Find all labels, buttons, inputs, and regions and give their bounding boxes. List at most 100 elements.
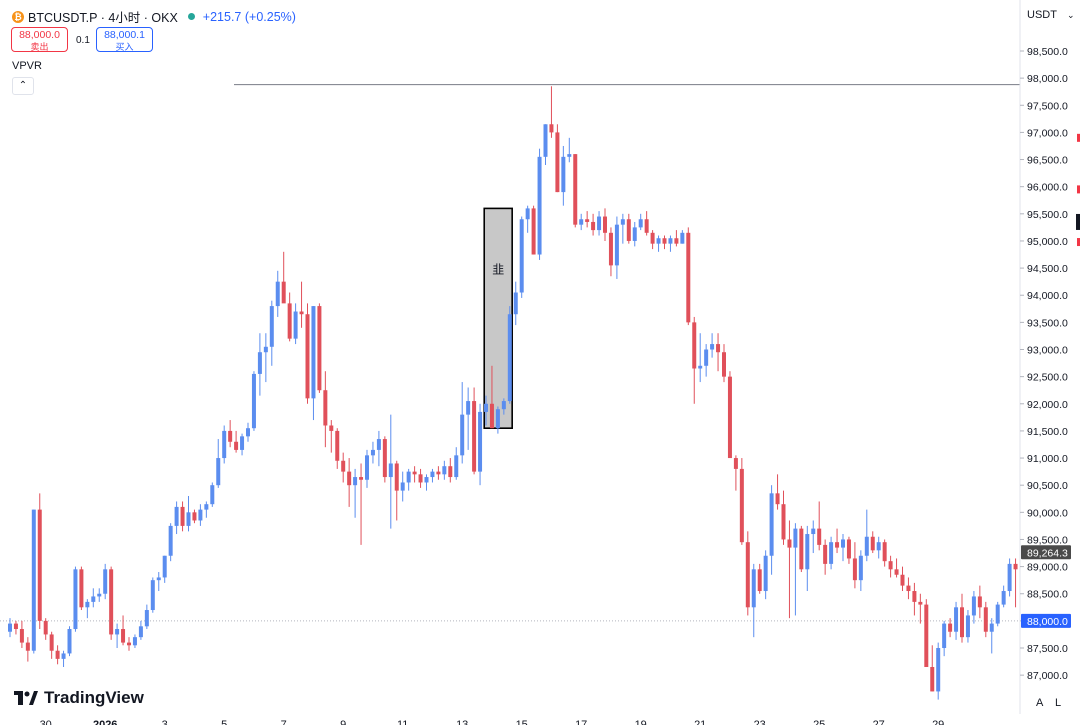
y-tick-label: 89,500.0 <box>1027 534 1068 546</box>
candle-body <box>115 629 120 635</box>
candle-body <box>263 346 268 353</box>
last-price-text: 88,000.0 <box>1027 616 1068 628</box>
candle-body <box>216 458 221 486</box>
candle-body <box>25 642 30 651</box>
candle-body <box>466 401 471 415</box>
candle-body <box>894 569 899 575</box>
candle-body <box>228 430 233 442</box>
x-tick-label: 7 <box>281 719 287 725</box>
y-tick-label: 96,500.0 <box>1027 155 1068 167</box>
candle-body <box>626 219 631 241</box>
buy-price: 88,000.1 <box>104 29 145 41</box>
candle-body <box>109 569 114 635</box>
candle-body <box>365 455 369 480</box>
candle-body <box>525 208 530 220</box>
candle-body <box>150 580 155 611</box>
alert-marker <box>1077 238 1080 247</box>
candle-body <box>733 458 738 469</box>
auto-scale-button[interactable]: A <box>1036 697 1044 709</box>
candle-body <box>305 314 310 399</box>
order-quantity[interactable]: 0.1 <box>76 35 90 46</box>
candle-body <box>823 544 828 564</box>
candle-body <box>418 474 423 483</box>
buy-button[interactable]: 88,000.1 买入 <box>96 27 153 52</box>
candle-body <box>620 219 625 225</box>
candle-body <box>472 401 477 472</box>
alert-marker <box>1077 185 1080 194</box>
price-change: +215.7 (+0.25%) <box>202 9 296 24</box>
candle-body <box>781 504 786 540</box>
y-tick-label: 92,500.0 <box>1027 372 1068 384</box>
crosshair-price-tag <box>1021 545 1071 560</box>
candle-body <box>674 238 679 244</box>
candle-body <box>281 281 286 304</box>
candle-body <box>924 604 929 668</box>
candle-body <box>162 555 167 578</box>
candle-body <box>680 232 685 244</box>
candle-body <box>442 466 447 475</box>
candle-body <box>1001 591 1006 605</box>
candle-body <box>61 653 66 659</box>
candle-body <box>846 539 851 559</box>
candle-body <box>388 463 393 478</box>
candle-body <box>287 303 292 339</box>
y-tick-label: 95,500.0 <box>1027 209 1068 221</box>
logo-text: TradingView <box>44 688 144 707</box>
candle-body <box>341 460 346 472</box>
currency-selector[interactable]: USDT ⌄ <box>1022 6 1075 24</box>
candle-body <box>603 216 607 233</box>
candle-body <box>686 232 691 323</box>
candle-body <box>37 509 42 621</box>
indicator-label[interactable]: VPVR <box>12 60 42 72</box>
chevron-up-icon[interactable]: ⌃ <box>12 77 34 95</box>
candle-body <box>55 650 60 659</box>
candle-body <box>234 441 239 450</box>
log-scale-button[interactable]: L <box>1055 697 1062 709</box>
x-tick-label: 3 <box>162 719 168 725</box>
candle-body <box>799 528 804 570</box>
symbol-legend: ₿ BTCUSDT.P · 4小时 · OKX +215.7 (+0.25%) <box>12 7 296 26</box>
sell-button[interactable]: 88,000.0 卖出 <box>11 27 68 52</box>
x-tick-label: 5 <box>221 719 227 725</box>
candle-body <box>638 219 643 228</box>
candle-body <box>370 449 375 456</box>
candle-body <box>400 482 405 491</box>
y-tick-label: 93,500.0 <box>1027 317 1068 329</box>
candle-body <box>329 425 334 431</box>
candle-body <box>567 154 572 157</box>
candle-body <box>745 542 750 608</box>
candle-body <box>888 561 893 570</box>
candle-body <box>727 376 732 459</box>
scroll-handle <box>1076 213 1080 230</box>
candle-body <box>317 306 322 391</box>
y-tick-label: 87,500.0 <box>1027 643 1068 655</box>
candle-body <box>573 154 578 225</box>
candle-body <box>948 623 953 632</box>
candle-body <box>13 623 18 630</box>
candle-body <box>19 629 24 643</box>
candle-body <box>251 373 256 429</box>
x-tick-label: 29 <box>932 719 944 725</box>
candle-body <box>478 411 483 472</box>
currency-label: USDT <box>1027 9 1057 21</box>
candle-body <box>424 477 429 483</box>
candle-body <box>513 292 518 315</box>
symbol-title[interactable]: BTCUSDT.P · 4小时 · OKX <box>28 11 178 25</box>
x-tick-label: 19 <box>635 719 647 725</box>
candle-body <box>954 607 959 632</box>
y-tick-label: 93,000.0 <box>1027 345 1068 357</box>
buy-label: 买入 <box>115 42 134 52</box>
last-price-tag <box>1021 613 1071 628</box>
candle-body <box>668 238 673 244</box>
candle-body <box>311 306 316 399</box>
candle-body <box>900 574 905 586</box>
x-tick-label: 21 <box>694 719 706 725</box>
candle-body <box>644 219 649 233</box>
candle-body <box>852 558 857 581</box>
candle-body <box>198 509 203 521</box>
x-tick-label: 25 <box>813 719 825 725</box>
candle-body <box>8 623 12 632</box>
candle-body <box>650 232 655 244</box>
candle-body <box>359 477 364 480</box>
